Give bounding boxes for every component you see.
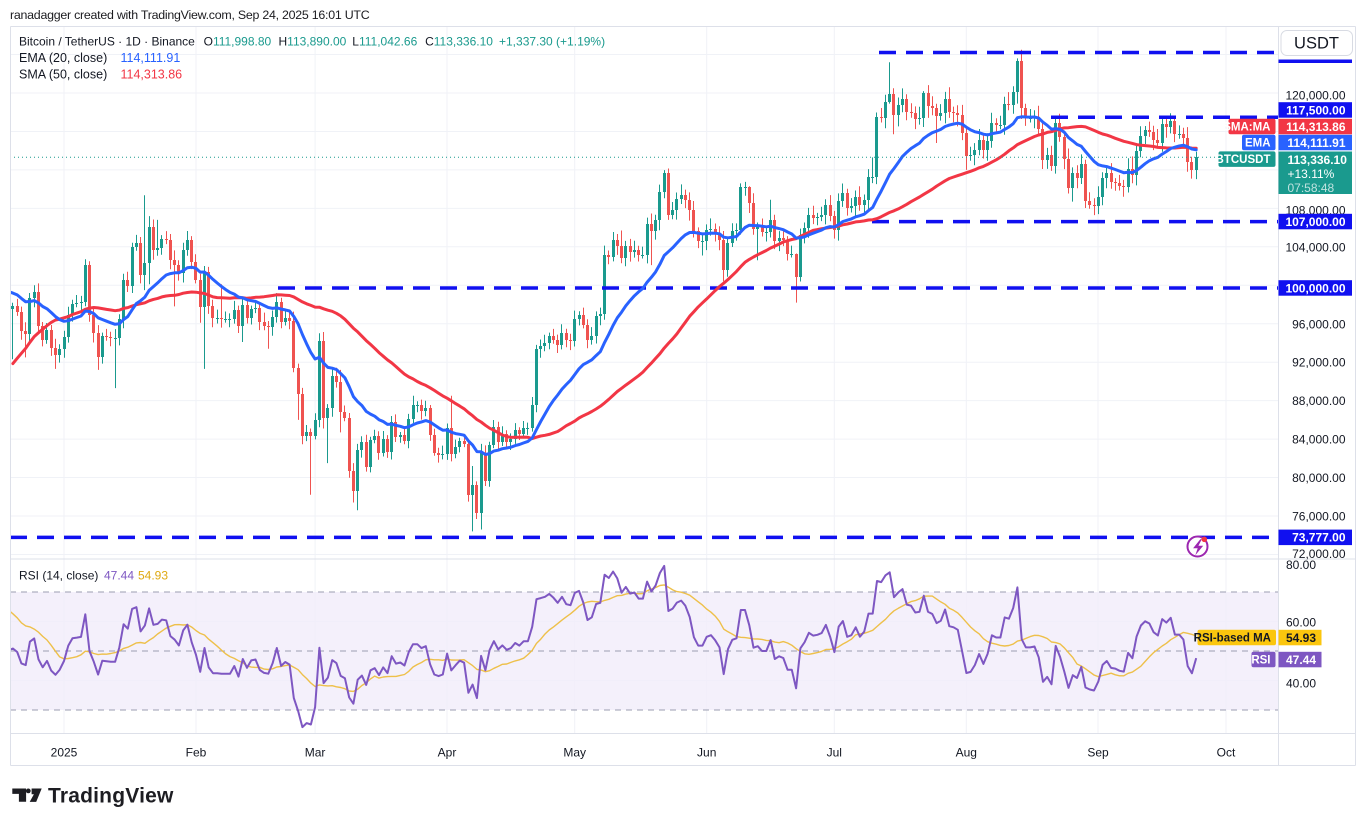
svg-text:Bitcoin / TetherUS · 1D · Bina: Bitcoin / TetherUS · 1D · Binance	[19, 35, 195, 49]
svg-text:May: May	[563, 746, 586, 760]
svg-text:Oct: Oct	[1217, 746, 1236, 760]
svg-text:107,000.00: 107,000.00	[1285, 215, 1345, 229]
svg-text:Feb: Feb	[186, 746, 207, 760]
svg-text:SMA:MA: SMA:MA	[1223, 122, 1270, 134]
svg-text:73,777.00: 73,777.00	[1292, 531, 1346, 545]
svg-text:114,313.86: 114,313.86	[1286, 120, 1346, 134]
svg-text:47.44: 47.44	[104, 569, 134, 583]
svg-text:Apr: Apr	[438, 746, 457, 760]
svg-text:84,000.00: 84,000.00	[1292, 433, 1346, 447]
svg-text:92,000.00: 92,000.00	[1292, 356, 1346, 370]
svg-text:104,000.00: 104,000.00	[1285, 240, 1345, 254]
svg-text:Aug: Aug	[956, 746, 977, 760]
svg-text:2025: 2025	[51, 746, 78, 760]
svg-text:114,111.91: 114,111.91	[121, 51, 181, 65]
svg-text:88,000.00: 88,000.00	[1292, 394, 1346, 408]
svg-text:80.00: 80.00	[1286, 558, 1316, 572]
svg-text:Jun: Jun	[697, 746, 716, 760]
svg-text:USDT: USDT	[1294, 35, 1339, 53]
svg-text:EMA (20, close): EMA (20, close)	[19, 51, 107, 65]
svg-text:O111,998.80: O111,998.80	[204, 35, 272, 49]
svg-text:113,336.10: 113,336.10	[1288, 153, 1348, 167]
svg-text:ranadagger created with Tradin: ranadagger created with TradingView.com,…	[10, 8, 370, 22]
svg-text:RSI: RSI	[1251, 655, 1270, 667]
svg-text:40.00: 40.00	[1286, 676, 1316, 690]
svg-text:76,000.00: 76,000.00	[1292, 510, 1346, 524]
svg-text:72,000.00: 72,000.00	[1292, 547, 1346, 561]
svg-text:120,000.00: 120,000.00	[1285, 88, 1345, 102]
svg-text:TradingView: TradingView	[48, 785, 174, 808]
svg-text:Jul: Jul	[827, 746, 842, 760]
svg-text:BTCUSDT: BTCUSDT	[1216, 154, 1271, 166]
svg-text:114,111.91: 114,111.91	[1287, 136, 1345, 150]
svg-text:47.44: 47.44	[1286, 653, 1316, 667]
svg-text:SMA (50, close): SMA (50, close)	[19, 68, 107, 82]
svg-text:07:58:48: 07:58:48	[1288, 181, 1335, 195]
svg-text:RSI (14, close): RSI (14, close)	[19, 569, 98, 583]
svg-text:60.00: 60.00	[1286, 615, 1316, 629]
svg-text:54.93: 54.93	[1286, 631, 1316, 645]
svg-text:114,313.86: 114,313.86	[121, 68, 183, 82]
svg-text:96,000.00: 96,000.00	[1292, 317, 1346, 331]
svg-text:54.93: 54.93	[138, 569, 168, 583]
svg-text:L111,042.66: L111,042.66	[352, 35, 417, 49]
svg-text:Mar: Mar	[305, 746, 326, 760]
svg-text:RSI-based MA: RSI-based MA	[1194, 633, 1271, 645]
svg-text:EMA: EMA	[1245, 138, 1271, 150]
svg-text:H113,890.00: H113,890.00	[279, 35, 347, 49]
svg-text:117,500.00: 117,500.00	[1286, 103, 1346, 117]
svg-text:C113,336.10: C113,336.10	[425, 35, 493, 49]
svg-text:80,000.00: 80,000.00	[1292, 471, 1346, 485]
svg-text:+13.11%: +13.11%	[1288, 167, 1335, 181]
svg-text:100,000.00: 100,000.00	[1285, 281, 1345, 295]
svg-text:+1,337.30 (+1.19%): +1,337.30 (+1.19%)	[499, 35, 605, 49]
svg-text:Sep: Sep	[1087, 746, 1109, 760]
